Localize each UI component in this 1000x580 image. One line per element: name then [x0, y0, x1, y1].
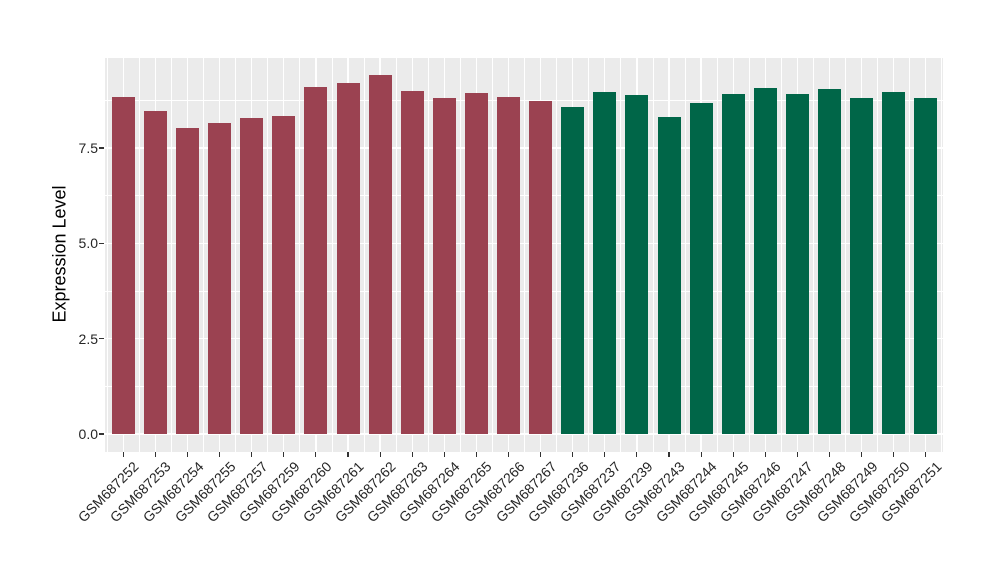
x-tick-mark: [700, 452, 702, 457]
x-tick-mark: [861, 452, 863, 457]
x-tick-mark: [154, 452, 156, 457]
bar: [882, 91, 906, 434]
bar: [753, 88, 777, 434]
x-tick-mark: [636, 452, 638, 457]
y-tick-mark: [99, 147, 104, 149]
bar: [850, 97, 874, 434]
gridline-minor-v: [813, 58, 814, 452]
bar: [432, 98, 456, 434]
gridline-minor-v: [492, 58, 493, 452]
gridline-major-h: [105, 337, 943, 340]
bar: [304, 86, 328, 434]
gridline-minor-v: [845, 58, 846, 452]
gridline-minor-v: [138, 58, 140, 452]
bar: [914, 97, 938, 434]
gridline-minor-v: [299, 58, 301, 452]
x-tick-mark: [668, 452, 670, 457]
gridline-minor-v: [524, 58, 525, 452]
gridline-minor-v: [556, 58, 558, 452]
x-tick-mark: [379, 452, 381, 457]
gridline-minor-v: [716, 58, 718, 452]
gridline-minor-h: [105, 195, 943, 197]
bar: [272, 116, 296, 434]
gridline-major-h: [105, 147, 943, 149]
x-tick-mark: [186, 452, 189, 457]
bar: [240, 118, 264, 434]
bar: [111, 96, 135, 434]
gridline-minor-v: [780, 58, 782, 452]
x-tick-mark: [251, 452, 253, 457]
gridline-minor-v: [363, 58, 365, 452]
gridline-minor-v: [588, 58, 590, 452]
bar: [561, 107, 585, 434]
x-tick-mark: [443, 452, 445, 457]
bar: [593, 92, 617, 434]
bar: [143, 110, 167, 434]
x-tick-mark: [828, 452, 831, 457]
gridline-minor-v: [909, 58, 911, 452]
plot-panel: [105, 58, 943, 452]
x-tick-mark: [507, 452, 510, 457]
gridline-minor-v: [267, 58, 269, 452]
gridline-minor-v: [106, 58, 108, 452]
gridline-minor-v: [171, 58, 172, 452]
gridline-minor-v: [652, 58, 654, 452]
bar: [529, 101, 553, 434]
x-tick-mark: [283, 452, 285, 457]
x-tick-mark: [764, 452, 766, 457]
bar: [689, 102, 713, 434]
gridline-minor-v: [331, 58, 333, 452]
x-tick-mark: [925, 452, 927, 457]
bar: [721, 93, 745, 434]
bar: [497, 96, 520, 434]
x-tick-mark: [122, 452, 124, 457]
gridline-minor-v: [427, 58, 429, 452]
bar: [400, 90, 424, 434]
bar: [176, 127, 199, 434]
x-tick-mark: [604, 452, 606, 457]
gridline-minor-v: [941, 58, 943, 452]
x-tick-mark: [893, 452, 895, 457]
y-tick-label: 0.0: [78, 426, 98, 442]
bar: [208, 123, 232, 434]
bar: [368, 74, 392, 434]
gridline-major-h: [105, 242, 943, 245]
y-tick-label: 5.0: [78, 235, 98, 252]
y-axis-title: Expression Level: [49, 185, 70, 323]
x-tick-mark: [475, 452, 477, 457]
x-tick-mark: [315, 452, 317, 457]
bar: [785, 93, 809, 434]
gridline-minor-v: [620, 58, 622, 452]
x-tick-mark: [796, 452, 798, 457]
x-tick-mark: [347, 452, 349, 457]
bar: [336, 82, 360, 434]
x-tick-mark: [411, 452, 413, 457]
bar: [464, 93, 488, 434]
gridline-minor-h: [105, 385, 943, 387]
y-tick-mark: [99, 338, 104, 340]
gridline-minor-v: [748, 58, 750, 452]
bar: [625, 95, 649, 434]
gridline-minor-h: [105, 290, 943, 292]
x-tick-mark: [572, 452, 574, 457]
gridline-minor-v: [203, 58, 204, 452]
gridline-minor-v: [877, 58, 879, 452]
x-tick-mark: [540, 452, 542, 457]
y-tick-mark: [99, 242, 104, 244]
gridline-minor-v: [459, 58, 461, 452]
bar: [818, 88, 841, 434]
bar: [657, 116, 681, 434]
gridline-major-h: [105, 433, 943, 435]
y-tick-mark: [99, 433, 104, 435]
gridline-minor-v: [395, 58, 397, 452]
gridline-minor-v: [235, 58, 237, 452]
x-tick-mark: [732, 452, 734, 457]
gridline-minor-h: [105, 99, 943, 101]
y-tick-label: 2.5: [78, 330, 98, 347]
x-tick-mark: [219, 452, 221, 457]
y-tick-label: 7.5: [78, 140, 98, 157]
gridline-minor-v: [684, 58, 686, 452]
